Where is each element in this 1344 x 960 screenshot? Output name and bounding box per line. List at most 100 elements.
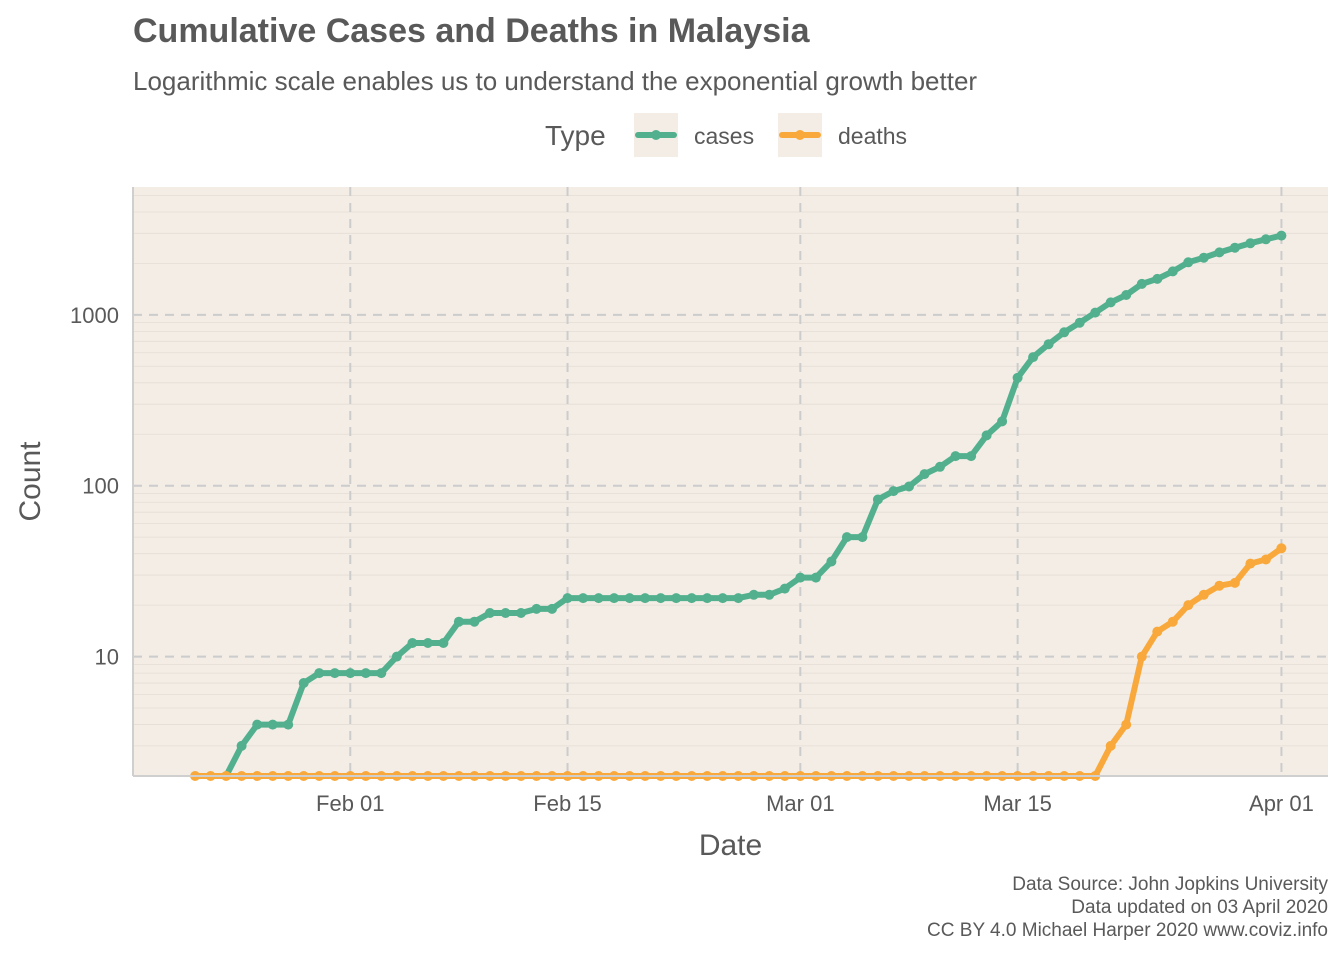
cases-point bbox=[1136, 278, 1147, 289]
cases-point bbox=[438, 638, 449, 648]
cases-point bbox=[640, 593, 651, 604]
minor-gridlines bbox=[133, 195, 1328, 777]
cases-point bbox=[562, 593, 573, 604]
cases-point bbox=[1043, 339, 1054, 350]
cases-point bbox=[236, 740, 247, 751]
x-tick-label: Feb 15 bbox=[533, 791, 602, 816]
legend-label: deaths bbox=[838, 123, 907, 149]
cases-point bbox=[407, 638, 418, 648]
legend-item-cases: cases bbox=[634, 113, 754, 157]
cases-point bbox=[857, 532, 868, 543]
deaths-point bbox=[1214, 580, 1225, 591]
legend-item-deaths: deaths bbox=[778, 113, 907, 157]
cases-point bbox=[283, 719, 294, 730]
cases-point bbox=[1090, 307, 1101, 318]
cases-point bbox=[547, 603, 557, 614]
cases-point bbox=[779, 583, 790, 594]
cases-point bbox=[578, 593, 589, 604]
cases-point bbox=[329, 668, 340, 679]
chart-title: Cumulative Cases and Deaths in Malaysia bbox=[133, 12, 810, 50]
x-tick-label: Mar 01 bbox=[766, 791, 834, 816]
cases-point bbox=[469, 616, 480, 627]
x-tick-label: Feb 01 bbox=[316, 791, 385, 816]
cases-point bbox=[919, 469, 930, 480]
cases-point bbox=[748, 589, 759, 600]
cases-point bbox=[1229, 242, 1240, 253]
cases-point bbox=[950, 451, 961, 462]
cases-point bbox=[360, 668, 371, 679]
cases-point bbox=[997, 416, 1008, 427]
cases-point bbox=[1152, 273, 1163, 284]
chart-subtitle: Logarithmic scale enables us to understa… bbox=[133, 66, 978, 96]
cases-point bbox=[1198, 252, 1209, 263]
cases-point bbox=[1260, 234, 1271, 245]
cases-point bbox=[453, 616, 464, 627]
legend-key-point bbox=[795, 130, 805, 140]
cases-point bbox=[500, 608, 511, 618]
cases-point bbox=[733, 593, 744, 604]
cases-point bbox=[1276, 230, 1287, 241]
cases-point bbox=[1183, 257, 1194, 268]
cases-point bbox=[702, 593, 713, 604]
cases-point bbox=[981, 430, 992, 441]
cases-point bbox=[531, 603, 542, 614]
cases-point bbox=[841, 532, 852, 543]
chart: Type cases deaths 10 100 1000 Feb 01 Feb 15 Mar… bbox=[14, 113, 1328, 862]
cases-point bbox=[593, 593, 604, 604]
cases-point bbox=[826, 556, 837, 567]
cases-point bbox=[314, 668, 325, 679]
cases-point bbox=[267, 719, 278, 730]
deaths-point bbox=[1198, 589, 1209, 600]
cases-point bbox=[655, 593, 666, 604]
caption-license: CC BY 4.0 Michael Harper 2020 www.coviz.… bbox=[927, 920, 1328, 941]
y-tick-label: 100 bbox=[82, 474, 119, 499]
deaths-point bbox=[1245, 558, 1256, 569]
y-tick-label: 1000 bbox=[70, 303, 119, 328]
deaths-point bbox=[1121, 719, 1132, 730]
major-gridlines bbox=[133, 187, 1328, 776]
cases-point bbox=[717, 593, 728, 604]
cases-point bbox=[516, 608, 526, 618]
x-tick-label: Apr 01 bbox=[1249, 791, 1314, 816]
cases-point bbox=[345, 668, 356, 679]
caption-source: Data Source: John Jopkins University bbox=[1012, 874, 1328, 895]
axes: 10 100 1000 Feb 01 Feb 15 Mar 01 Mar 15 Apr 01 D… bbox=[14, 187, 1328, 862]
cases-point bbox=[872, 494, 883, 505]
legend-title: Type bbox=[545, 120, 606, 151]
cases-point bbox=[1059, 327, 1070, 338]
cases-point bbox=[686, 593, 697, 604]
legend: Type cases deaths bbox=[545, 113, 907, 157]
y-tick-label: 10 bbox=[95, 645, 119, 670]
cases-point bbox=[252, 719, 263, 730]
cases-point bbox=[764, 589, 775, 600]
cases-point bbox=[1214, 247, 1225, 258]
caption: Data Source: John Jopkins University Dat… bbox=[927, 873, 1328, 942]
cases-point bbox=[935, 461, 945, 472]
cases-point bbox=[1074, 317, 1085, 328]
cases-point bbox=[888, 486, 899, 497]
x-axis-title: Date bbox=[699, 829, 762, 862]
cases-point bbox=[671, 593, 682, 604]
cases-point bbox=[1167, 266, 1178, 277]
cases-point bbox=[904, 481, 914, 492]
deaths-point bbox=[1276, 543, 1287, 554]
legend-label: cases bbox=[694, 123, 754, 149]
cases-point bbox=[624, 593, 635, 604]
cases-point bbox=[1105, 297, 1116, 308]
deaths-point bbox=[1183, 600, 1194, 611]
cases-point bbox=[376, 668, 387, 679]
cases-point bbox=[1028, 352, 1039, 363]
cases-point bbox=[1012, 372, 1023, 383]
deaths-point bbox=[1105, 740, 1116, 751]
deaths-point bbox=[1136, 651, 1147, 662]
deaths-point bbox=[1167, 616, 1178, 627]
y-axis-title: Count bbox=[14, 441, 47, 522]
deaths-point bbox=[1152, 626, 1163, 637]
deaths-point bbox=[1260, 554, 1271, 565]
cases-point bbox=[795, 572, 806, 583]
deaths-point bbox=[1229, 577, 1240, 588]
cases-point bbox=[609, 593, 620, 604]
cases-point bbox=[966, 451, 977, 462]
cases-point bbox=[484, 608, 495, 618]
legend-key-point bbox=[651, 130, 661, 140]
